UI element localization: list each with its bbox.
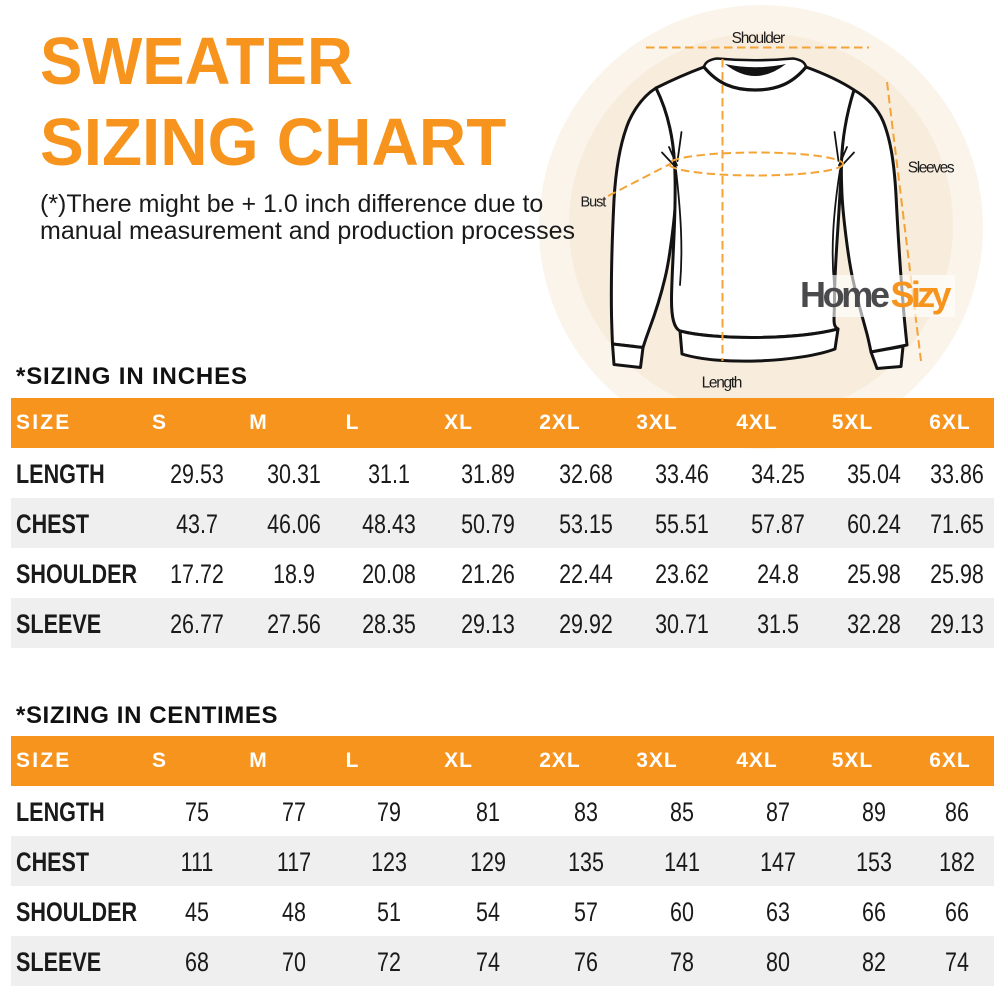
svg-text:Shoulder: Shoulder — [732, 30, 786, 47]
svg-text:Bust: Bust — [581, 195, 607, 211]
svg-text:Sleeves: Sleeves — [908, 159, 955, 176]
svg-text:Length: Length — [702, 374, 743, 391]
svg-text:HomeSizy: HomeSizy — [800, 274, 952, 315]
